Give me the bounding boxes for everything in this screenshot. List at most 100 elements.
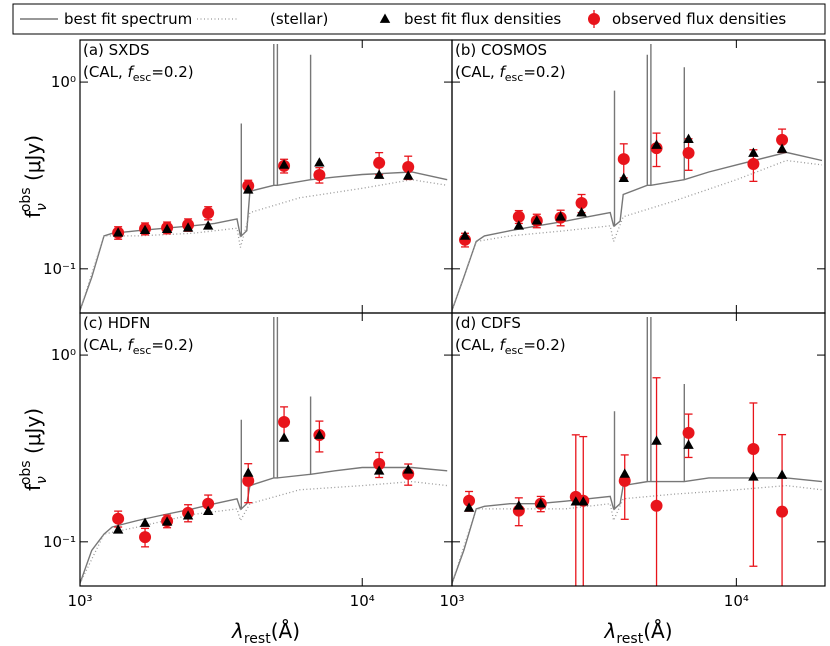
model-point [463,502,475,512]
plot-area [452,317,823,586]
model-point [182,510,194,520]
model-point [242,467,254,477]
subtitle-text: (CAL, [83,336,127,354]
observed-point [512,210,525,223]
label-base: λ [604,619,617,643]
subtitle-text: =0.2) [151,336,193,354]
observed-point [373,156,386,169]
model-point [402,170,414,180]
spectrum-line [80,44,448,311]
subtitle-text: (CAL, [455,336,499,354]
stellar-spectrum [80,179,448,311]
model-point [202,220,214,230]
observed-point [463,494,476,507]
plot-area [80,44,448,311]
observed-point [373,458,386,471]
subtitle-symbol: f [499,63,507,81]
legend-label: best fit flux densities [404,10,561,28]
model-point [202,505,214,515]
legend-label: best fit spectrum [64,10,192,28]
model-point [139,517,151,527]
spectrum-line [452,44,823,311]
model-point [139,224,151,235]
label-unit: (Å) [643,619,672,643]
subtitle-text: (CAL, [83,63,127,81]
y-tick-label: 10⁰ [51,346,76,364]
panel-title: (c) HDFN [83,314,150,332]
subtitle-symbol: f [499,336,507,354]
model-point [683,439,694,449]
model-point [651,435,662,445]
panel-subtitle: (CAL, fesc=0.2) [455,336,566,357]
observed-point [112,512,125,525]
x-axis-label: λrest(Å) [604,619,673,646]
model-point [373,169,385,179]
panel-subtitle: (CAL, fesc=0.2) [455,63,566,84]
observed-point [139,531,152,544]
model-point [513,500,525,510]
model-point [459,230,471,240]
label-sub: rest [616,631,643,646]
panel-title: (a) SXDS [83,41,150,59]
legend-box [12,3,826,35]
subtitle-text: =0.2) [523,63,565,81]
panel-subtitle: (CAL, fesc=0.2) [83,63,194,84]
observed-point [747,443,760,456]
label-base: f [21,483,45,491]
label-sup: obs [18,460,34,485]
subtitle-subscript: esc [133,71,152,84]
model-point [278,432,290,442]
y-tick-label: 10⁰ [51,73,76,91]
model-point [535,498,546,508]
observed-point [682,426,695,439]
subtitle-text: =0.2) [523,336,565,354]
model-point [278,159,290,169]
stellar-spectrum [452,484,823,584]
observed-point [747,158,760,171]
model-point [651,139,662,149]
observed-point [776,505,789,518]
y-tick-label: 10⁻¹ [43,533,76,551]
label-sub: ν [34,476,50,484]
observed-point [402,160,415,173]
label-unit: (μJy) [21,408,45,460]
model-point [776,143,788,153]
observed-point [202,207,215,220]
label-unit: (μJy) [21,135,45,187]
observed-point [202,497,215,510]
observed-point [575,197,588,210]
label-sub: rest [244,631,271,646]
model-point [112,524,124,534]
model-point [748,147,759,157]
subtitle-subscript: esc [133,344,152,357]
observed-point [650,499,663,512]
observed-point [682,147,695,160]
observed-point [617,153,630,166]
x-tick-label: 10³ [67,592,92,610]
model-point [373,465,385,475]
model-point [314,157,325,167]
x-axis-label: λrest(Å) [231,619,300,646]
model-point [748,471,759,481]
stellar-spectrum [452,159,823,311]
observed-point [242,474,255,487]
label-base: f [21,210,45,218]
plot-area [452,44,823,311]
model-point [683,133,694,143]
model-point [578,496,589,506]
model-point [513,220,525,230]
panel-subtitle: (CAL, fesc=0.2) [83,336,194,357]
subtitle-symbol: f [127,336,135,354]
legend-label: (stellar) [270,10,328,28]
model-point [570,496,582,506]
x-tick-label: 10⁴ [724,592,749,610]
axes-frame [451,312,826,587]
model-point [182,222,194,232]
legend-swatch [588,13,600,25]
panel-title: (d) CDFS [455,314,521,332]
model-point [314,429,325,439]
model-point [618,172,629,182]
model-point [161,516,173,526]
x-tick-label: 10³ [439,592,464,610]
